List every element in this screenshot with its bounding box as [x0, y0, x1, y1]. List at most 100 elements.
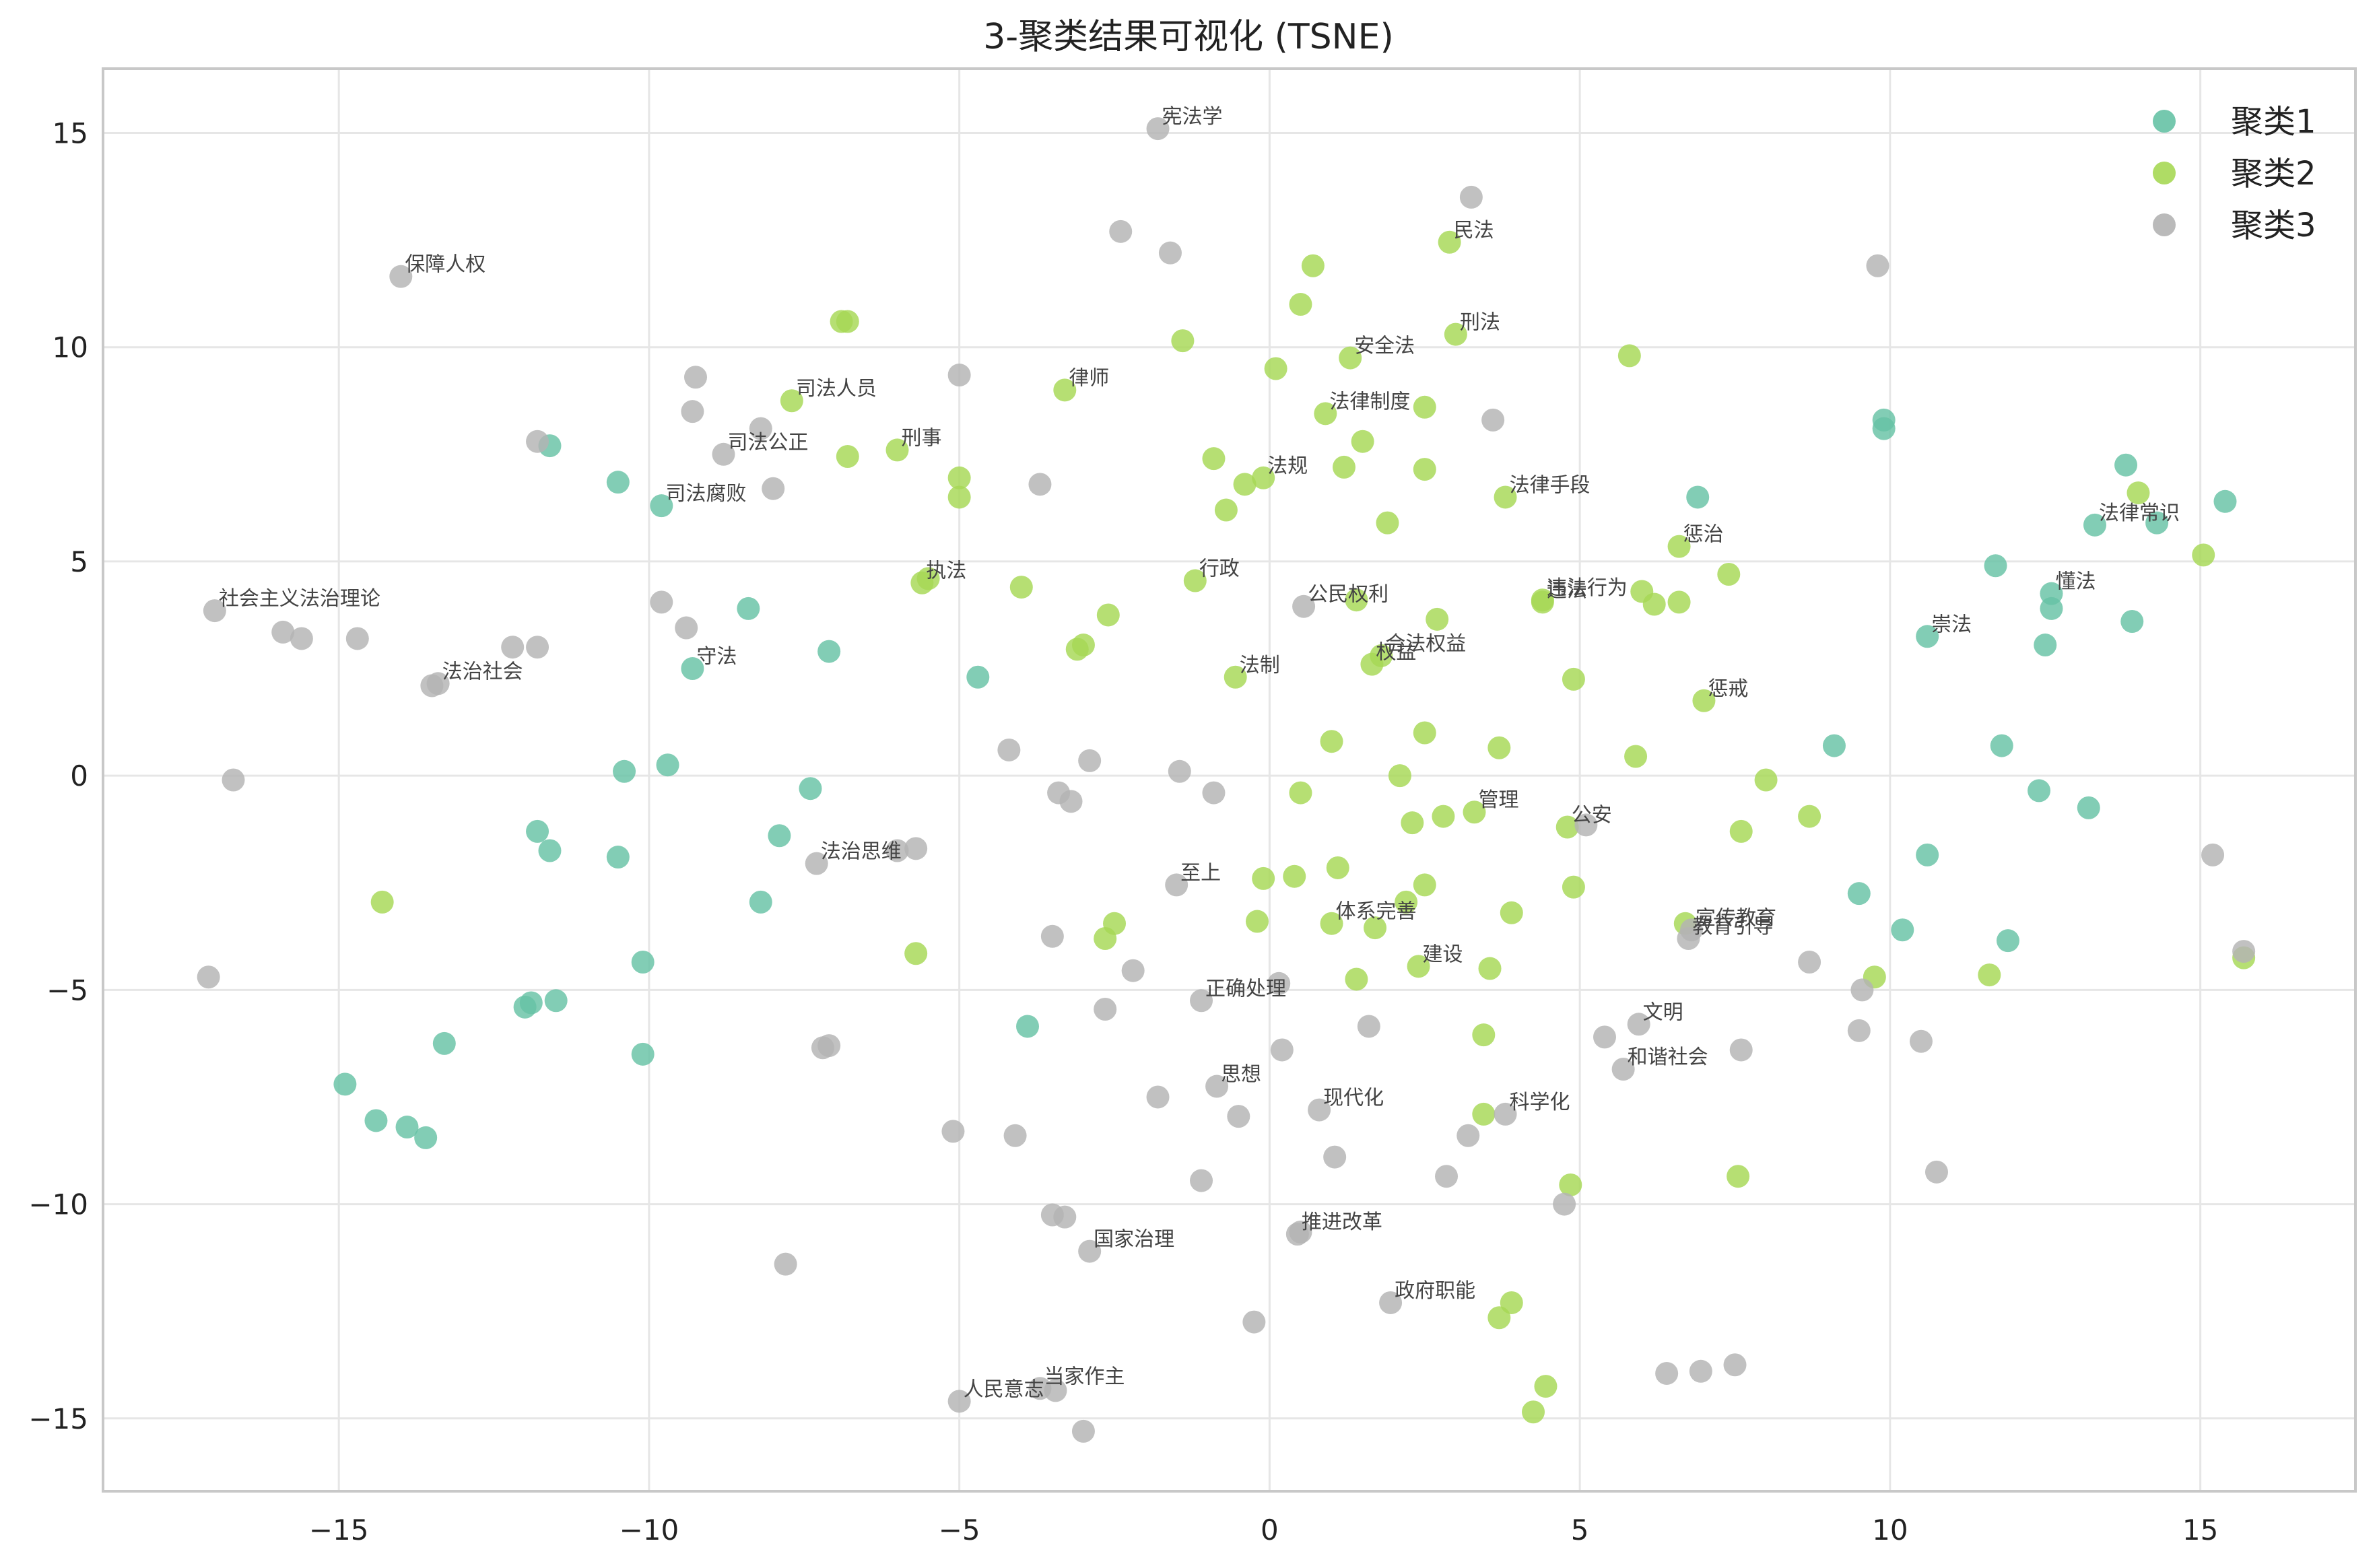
- data-point-cluster-2: [1463, 800, 1486, 824]
- data-point-cluster-3: [1028, 473, 1052, 496]
- data-point-cluster-3: [1270, 1038, 1294, 1062]
- data-point-cluster-1: [2120, 610, 2144, 634]
- data-point-cluster-1: [737, 596, 760, 620]
- data-point-cluster-3: [947, 1390, 971, 1413]
- data-point-cluster-2: [1522, 1400, 1545, 1424]
- data-point-cluster-3: [1109, 219, 1133, 243]
- data-point-cluster-3: [1202, 781, 1226, 805]
- data-point-cluster-2: [780, 389, 803, 413]
- data-point-cluster-3: [1158, 241, 1182, 265]
- y-tick-label: −5: [46, 974, 88, 1007]
- data-point-cluster-1: [966, 665, 990, 689]
- point-label: 文明: [1643, 1000, 1683, 1024]
- data-point-cluster-1: [1872, 417, 1896, 440]
- data-point-cluster-3: [1121, 959, 1145, 982]
- data-point-cluster-2: [1617, 344, 1641, 368]
- data-point-cluster-1: [395, 1116, 419, 1139]
- data-point-cluster-3: [1308, 1098, 1331, 1122]
- data-point-cluster-3: [1146, 1085, 1170, 1109]
- legend-label-3: 聚类3: [2231, 207, 2316, 244]
- data-point-cluster-1: [656, 753, 679, 777]
- point-label: 管理: [1478, 788, 1518, 812]
- data-point-cluster-3: [1729, 1038, 1753, 1062]
- data-point-cluster-2: [836, 310, 859, 333]
- data-point-cluster-1: [1822, 734, 1846, 757]
- data-point-cluster-2: [1413, 458, 1436, 481]
- data-point-cluster-3: [1267, 972, 1291, 995]
- x-tick-label: −10: [620, 1513, 679, 1546]
- data-point-cluster-3: [1094, 997, 1117, 1021]
- data-point-cluster-3: [526, 430, 549, 453]
- point-label: 法制: [1240, 654, 1280, 677]
- x-tick-label: 0: [1261, 1513, 1279, 1546]
- data-point-cluster-3: [885, 839, 909, 862]
- data-point-cluster-1: [513, 995, 537, 1019]
- data-point-cluster-3: [1003, 1124, 1027, 1147]
- data-point-cluster-1: [1916, 625, 1939, 648]
- data-point-cluster-2: [1401, 811, 1424, 835]
- data-point-cluster-3: [1909, 1029, 1933, 1053]
- data-point-cluster-2: [1224, 665, 1247, 689]
- data-point-cluster-2: [1339, 346, 1362, 370]
- data-point-cluster-3: [222, 768, 245, 792]
- data-point-cluster-2: [1183, 569, 1207, 592]
- data-point-cluster-2: [1562, 875, 1585, 899]
- data-point-cluster-2: [1202, 447, 1226, 471]
- data-point-cluster-2: [1065, 638, 1089, 661]
- data-point-cluster-3: [1574, 813, 1598, 837]
- data-point-cluster-2: [1214, 498, 1238, 522]
- data-point-cluster-3: [1924, 1160, 1948, 1184]
- point-label: 法治社会: [442, 660, 523, 683]
- data-point-cluster-1: [768, 824, 791, 848]
- data-point-cluster-3: [1190, 989, 1213, 1013]
- point-label: 现代化: [1323, 1087, 1384, 1110]
- point-label: 社会主义法治理论: [219, 587, 380, 611]
- data-point-cluster-2: [1562, 667, 1585, 691]
- data-point-cluster-1: [432, 1031, 456, 1055]
- data-point-cluster-3: [1627, 1013, 1650, 1036]
- data-point-cluster-1: [2077, 796, 2100, 819]
- data-point-cluster-2: [1667, 590, 1691, 614]
- data-point-cluster-2: [1245, 910, 1269, 933]
- data-point-cluster-2: [370, 890, 394, 914]
- data-point-cluster-2: [836, 444, 859, 468]
- point-label: 公安: [1572, 804, 1612, 827]
- point-label: 公民权利: [1308, 583, 1388, 607]
- point-label: 法律手段: [1510, 473, 1591, 497]
- data-point-cluster-2: [916, 567, 940, 590]
- data-point-cluster-2: [1053, 378, 1077, 402]
- data-point-cluster-1: [631, 950, 655, 974]
- point-label: 执法: [926, 559, 966, 583]
- data-point-cluster-3: [1059, 790, 1083, 813]
- data-point-cluster-2: [1667, 535, 1691, 558]
- data-point-cluster-3: [526, 636, 549, 659]
- data-point-cluster-1: [538, 839, 562, 862]
- data-point-cluster-2: [1754, 768, 1778, 792]
- data-point-cluster-2: [1252, 466, 1275, 489]
- data-point-cluster-1: [799, 777, 822, 800]
- point-label: 保障人权: [405, 253, 486, 277]
- data-point-cluster-1: [1016, 1015, 1040, 1038]
- y-tick-label: 0: [70, 759, 88, 792]
- data-point-cluster-2: [1009, 576, 1033, 599]
- data-point-cluster-2: [1494, 485, 1517, 509]
- data-point-cluster-2: [1472, 1023, 1496, 1047]
- data-point-cluster-1: [606, 471, 630, 494]
- point-label: 至上: [1180, 861, 1221, 885]
- point-label: 懂法: [2055, 570, 2096, 594]
- data-point-cluster-3: [1680, 918, 1704, 942]
- data-point-cluster-1: [414, 1126, 438, 1149]
- point-label: 法律常识: [2099, 502, 2180, 525]
- axis-tick-labels: −15 −10 −5 0 5 10 15 15 10 5 0 −5 −10 −15: [28, 116, 2218, 1546]
- point-label: 和谐社会: [1628, 1046, 1708, 1069]
- data-point-cluster-3: [1190, 1169, 1213, 1192]
- data-point-cluster-3: [675, 616, 698, 640]
- data-point-cluster-2: [1264, 357, 1287, 380]
- y-tick-label: 15: [53, 116, 88, 149]
- point-label: 人民意志: [964, 1377, 1044, 1401]
- data-point-cluster-2: [1642, 592, 1666, 616]
- point-label: 刑事: [902, 426, 942, 450]
- data-point-cluster-3: [1168, 759, 1191, 783]
- data-point-cluster-2: [1283, 864, 1306, 888]
